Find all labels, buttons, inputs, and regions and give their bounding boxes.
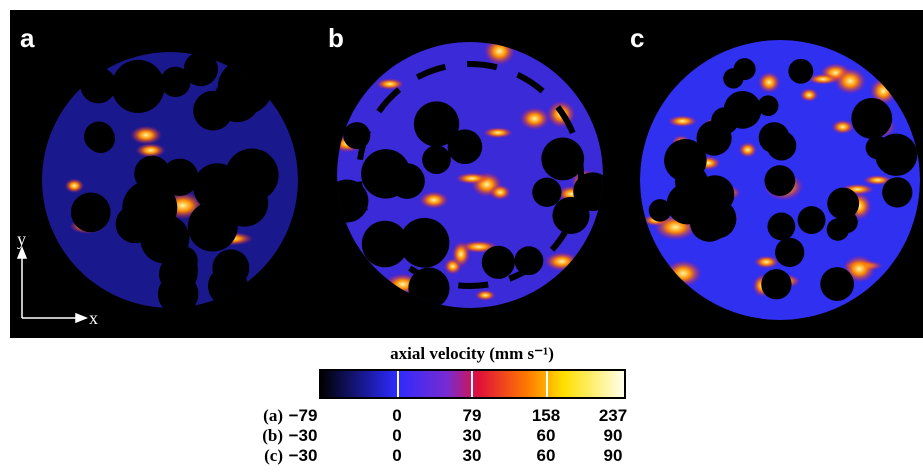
panel-label: a <box>20 23 35 53</box>
pore <box>764 165 795 196</box>
pore <box>552 197 589 234</box>
hot-spot <box>376 78 404 89</box>
hot-spot <box>455 173 488 185</box>
scale-value: 30 <box>463 446 482 465</box>
row-label: (a) <box>263 406 283 425</box>
pore <box>767 131 797 161</box>
map-content <box>640 40 920 320</box>
pore <box>649 199 672 222</box>
pore <box>827 218 849 240</box>
hot-spot <box>490 185 511 200</box>
scale-value: 158 <box>532 406 560 425</box>
pore <box>875 134 917 176</box>
pore <box>775 238 804 267</box>
hot-spot <box>668 115 698 127</box>
scale-value: 0 <box>392 426 401 445</box>
scale-value: 90 <box>604 446 623 465</box>
pore <box>214 76 260 122</box>
pore <box>532 178 561 207</box>
scale-value: 237 <box>599 406 627 425</box>
hot-spot <box>475 290 496 301</box>
scale-value: −30 <box>289 446 318 465</box>
scale-value: 60 <box>537 426 556 445</box>
pore <box>690 203 729 242</box>
scale-value: 90 <box>604 426 623 445</box>
pore <box>112 60 165 113</box>
scale-value: 0 <box>392 406 401 425</box>
hot-spot <box>483 127 513 138</box>
hot-spot <box>831 120 854 134</box>
hot-spot <box>136 143 166 157</box>
pore <box>84 122 114 152</box>
scale-value: −30 <box>289 426 318 445</box>
hot-spot <box>520 107 550 130</box>
hot-spot <box>834 68 866 94</box>
pore <box>734 58 756 80</box>
scale-value: 30 <box>463 426 482 445</box>
axis-label: y <box>17 229 26 249</box>
pore <box>851 98 892 139</box>
pore <box>116 205 154 243</box>
pore <box>212 249 249 286</box>
pore <box>385 158 410 183</box>
pore <box>882 177 912 207</box>
pore <box>161 159 198 196</box>
scale-value: −79 <box>289 406 318 425</box>
axis-label: x <box>89 308 98 328</box>
pore <box>422 145 451 174</box>
hot-spot <box>754 256 779 269</box>
row-label: (b) <box>262 426 283 445</box>
hot-spot <box>758 72 780 93</box>
panel-label: b <box>328 23 344 53</box>
pore <box>675 165 708 198</box>
hot-spot <box>65 179 84 193</box>
pore <box>193 163 241 211</box>
scale-value: 0 <box>392 446 401 465</box>
pore <box>71 193 111 233</box>
scale-value: 79 <box>463 406 482 425</box>
hot-spot <box>452 241 470 267</box>
scale-value: 60 <box>537 446 556 465</box>
hot-spot <box>419 191 448 208</box>
pore <box>767 213 795 241</box>
pore <box>788 59 813 84</box>
hot-spot <box>739 142 757 157</box>
velocity-maps <box>42 37 920 320</box>
pore <box>697 120 732 155</box>
row-label: (c) <box>264 446 283 465</box>
velocity-map <box>640 40 920 320</box>
pore <box>758 95 779 116</box>
hot-spot <box>130 126 162 145</box>
pore <box>724 91 762 129</box>
hot-spot <box>800 88 818 102</box>
panel-label: c <box>630 23 644 53</box>
pore <box>400 218 450 268</box>
pore <box>820 267 854 301</box>
pore <box>798 206 826 234</box>
pore <box>414 101 459 146</box>
page: a b c y x axial velocity (mm s⁻¹) (a) −79… <box>0 0 923 473</box>
colorbar-title: axial velocity (mm s⁻¹) <box>390 344 554 363</box>
pore <box>761 269 791 299</box>
figure: a b c y x axial velocity (mm s⁻¹) (a) −79… <box>0 0 923 473</box>
scale-table: (a) −79 0 79 158 237 (b) −30 0 30 60 90 (c) −30 0 30 60 9… <box>262 406 627 465</box>
pore <box>482 246 515 279</box>
